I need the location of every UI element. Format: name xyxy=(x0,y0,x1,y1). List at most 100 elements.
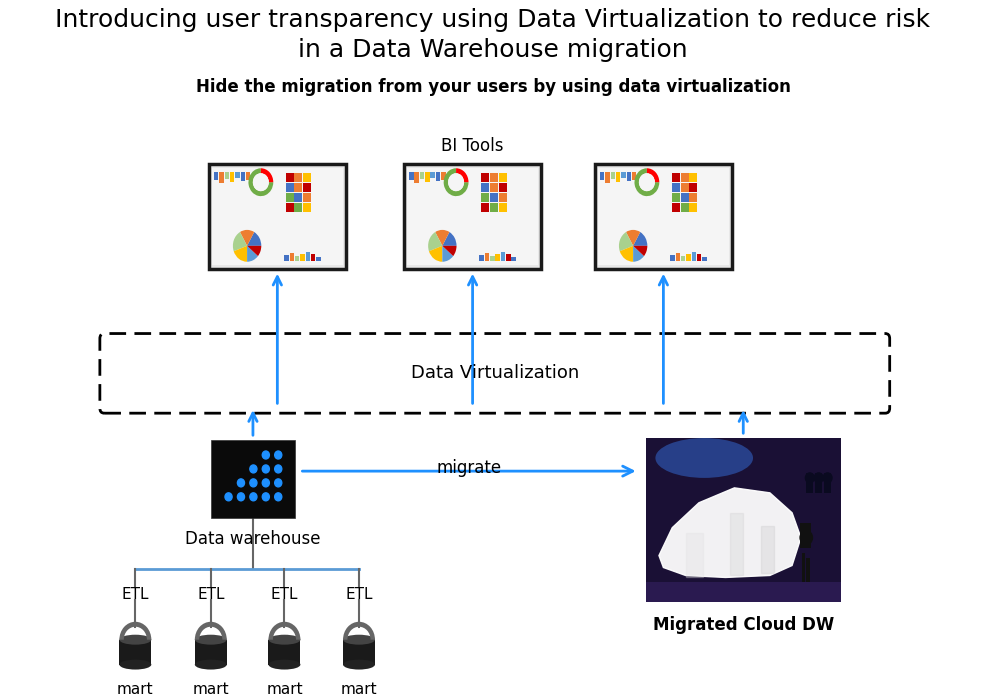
Wedge shape xyxy=(633,232,648,246)
Bar xyxy=(490,256,495,261)
Bar xyxy=(481,203,489,212)
Bar xyxy=(295,173,303,182)
Circle shape xyxy=(448,173,464,191)
Wedge shape xyxy=(343,622,375,640)
Bar xyxy=(815,473,822,493)
Bar xyxy=(304,203,312,212)
Bar xyxy=(246,172,250,180)
Bar xyxy=(119,640,151,664)
Bar xyxy=(481,183,489,192)
Wedge shape xyxy=(633,246,648,256)
Text: mart: mart xyxy=(192,682,229,696)
Wedge shape xyxy=(234,246,247,262)
Bar xyxy=(680,193,688,202)
Wedge shape xyxy=(443,246,454,262)
Bar xyxy=(670,256,674,261)
Text: in a Data Warehouse migration: in a Data Warehouse migration xyxy=(298,38,688,62)
Bar xyxy=(420,172,424,179)
Bar xyxy=(689,173,697,182)
Bar xyxy=(646,438,841,603)
Wedge shape xyxy=(620,246,633,262)
Bar xyxy=(499,193,507,202)
Wedge shape xyxy=(443,232,457,246)
Bar xyxy=(304,173,312,182)
Text: mart: mart xyxy=(117,682,154,696)
Bar xyxy=(621,172,626,178)
Wedge shape xyxy=(247,246,258,262)
Text: Data Virtualization: Data Virtualization xyxy=(410,365,579,382)
Bar xyxy=(295,193,303,202)
Wedge shape xyxy=(443,246,457,256)
Circle shape xyxy=(249,479,257,487)
Bar xyxy=(807,557,810,582)
Bar xyxy=(499,203,507,212)
Text: ETL: ETL xyxy=(271,587,298,603)
Wedge shape xyxy=(247,246,261,256)
Bar xyxy=(284,256,289,261)
Bar xyxy=(490,193,498,202)
Bar xyxy=(632,172,636,180)
Circle shape xyxy=(806,473,814,483)
Bar xyxy=(481,193,489,202)
Bar xyxy=(212,168,342,265)
Bar xyxy=(481,173,489,182)
Bar xyxy=(304,183,312,192)
Bar xyxy=(605,172,609,183)
Ellipse shape xyxy=(268,635,301,645)
Polygon shape xyxy=(761,526,774,573)
Bar xyxy=(286,173,294,182)
Bar xyxy=(295,256,300,261)
Bar xyxy=(317,257,320,261)
Wedge shape xyxy=(435,230,450,246)
Bar xyxy=(824,473,831,493)
Bar xyxy=(501,252,505,261)
Wedge shape xyxy=(444,168,468,196)
Bar xyxy=(295,183,303,192)
Text: Migrated Cloud DW: Migrated Cloud DW xyxy=(653,616,834,634)
Bar xyxy=(219,172,224,183)
Bar xyxy=(689,183,697,192)
Bar xyxy=(599,168,729,265)
Bar xyxy=(230,172,235,182)
Bar xyxy=(311,255,316,261)
Wedge shape xyxy=(268,622,301,640)
Bar xyxy=(499,173,507,182)
Bar xyxy=(680,173,688,182)
Bar xyxy=(286,193,294,202)
Circle shape xyxy=(262,465,269,473)
Bar xyxy=(407,168,537,265)
Bar xyxy=(689,193,697,202)
Wedge shape xyxy=(247,232,261,246)
Bar xyxy=(409,172,413,181)
Bar xyxy=(286,183,294,192)
Ellipse shape xyxy=(343,659,375,670)
Bar xyxy=(499,183,507,192)
Circle shape xyxy=(800,531,812,545)
Bar xyxy=(802,552,806,582)
Wedge shape xyxy=(633,246,644,262)
Bar xyxy=(610,172,615,179)
Circle shape xyxy=(275,493,282,500)
Text: mart: mart xyxy=(341,682,378,696)
Bar xyxy=(404,164,541,269)
Bar xyxy=(671,193,679,202)
Wedge shape xyxy=(248,168,273,196)
Bar xyxy=(241,172,245,181)
Bar xyxy=(681,256,685,261)
Polygon shape xyxy=(685,533,703,578)
Bar xyxy=(441,172,446,180)
Wedge shape xyxy=(428,232,443,251)
Bar xyxy=(686,253,690,261)
Circle shape xyxy=(275,451,282,459)
Bar xyxy=(236,172,240,178)
Bar xyxy=(800,523,810,547)
Bar xyxy=(290,253,294,261)
Circle shape xyxy=(275,465,282,473)
Bar xyxy=(343,640,375,664)
Circle shape xyxy=(252,173,269,191)
Polygon shape xyxy=(659,488,801,578)
Bar xyxy=(697,255,701,261)
Bar xyxy=(485,253,489,261)
Bar xyxy=(671,173,679,182)
Text: mart: mart xyxy=(266,682,303,696)
